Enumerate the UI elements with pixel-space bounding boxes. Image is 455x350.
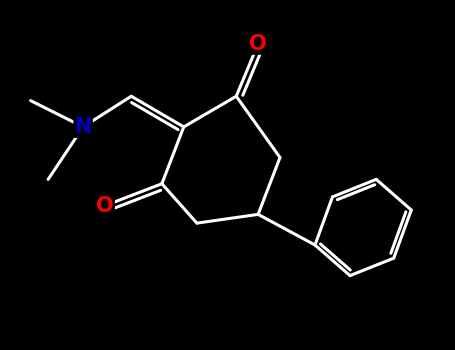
Text: N: N bbox=[75, 117, 92, 137]
Text: O: O bbox=[249, 34, 267, 54]
Text: O: O bbox=[96, 196, 114, 216]
